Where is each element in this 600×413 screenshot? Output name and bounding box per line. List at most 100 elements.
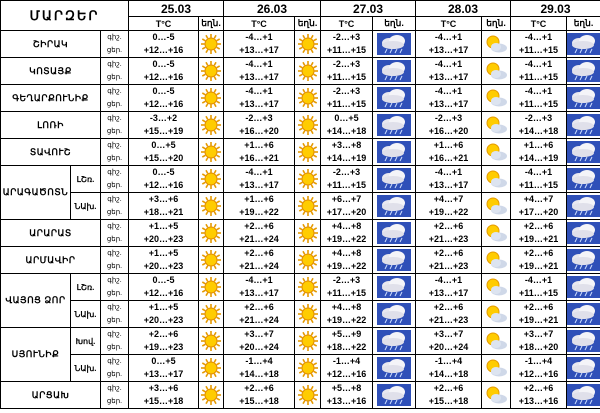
- night-temp: -2…+3: [332, 59, 361, 69]
- sun-icon: [296, 114, 320, 136]
- night-temp: +1…+6: [244, 194, 274, 204]
- temperature-cell: -4…+1 +13…+17: [415, 84, 483, 112]
- weather-cell: [198, 30, 225, 58]
- temperature-cell: -4…+1 +13…+17: [223, 30, 296, 58]
- temperature-cell: -4…+1 +11…+15: [510, 30, 568, 58]
- table-title: ՄԱՐԶԵՐ: [0, 0, 130, 31]
- night-temp: -4…+1: [245, 59, 273, 69]
- temperature-cell: 0…-5 +12…+16: [128, 57, 200, 85]
- period-label: ցեր.: [106, 371, 123, 378]
- temperature-cell: -4…+1 +13…+17: [223, 57, 296, 85]
- cloud-rain-icon: [567, 222, 600, 244]
- weather-cell: [198, 57, 225, 85]
- day-temp: +17…+20: [326, 207, 367, 217]
- weather-cell: [372, 192, 417, 220]
- night-temp: -2…+3: [332, 32, 361, 42]
- region-name: ԿՈՏԱՅՔ: [0, 57, 101, 85]
- day-temp: +12…+16: [143, 288, 184, 298]
- day-temp: +13…+17: [239, 72, 279, 82]
- day-temp: +12…+16: [143, 99, 184, 109]
- weather-cell: [566, 30, 600, 58]
- cloud-rain-icon: [374, 357, 415, 379]
- day-night-label: գիշ. ցեր.: [99, 165, 130, 193]
- temperature-cell: -1…+4 +14…+18: [415, 354, 483, 382]
- partly-cloudy-icon: [483, 196, 510, 216]
- night-temp: -4…+1: [434, 86, 463, 96]
- subregion-name: ԼՇռ.: [70, 165, 101, 193]
- night-temp: +2…+6: [244, 248, 274, 258]
- day-temp: +19…+21: [518, 315, 559, 325]
- temperature-cell: +5…+9 +18…+22: [320, 327, 374, 355]
- partly-cloudy-icon: [483, 331, 510, 351]
- temperature-cell: +2…+6 +21…+24: [223, 300, 296, 328]
- weather-cell: [372, 111, 417, 139]
- weather-cell: [372, 246, 417, 274]
- night-temp: +2…+6: [148, 329, 179, 339]
- region-name: ՎԱՅՈՑ ՁՈՐ: [0, 273, 71, 328]
- sun-icon: [200, 87, 223, 109]
- sun-icon: [200, 249, 223, 271]
- day-night-label: գիշ. ցեր.: [99, 381, 130, 409]
- day-temp: +20…+23: [143, 261, 184, 271]
- weather-cell: [481, 246, 512, 274]
- temp-column-header: T°C: [128, 16, 200, 31]
- temperature-cell: +4…+7 +19…+22: [415, 192, 483, 220]
- sun-icon: [296, 249, 320, 271]
- cloud-rain-icon: [567, 87, 600, 109]
- region-row: ՆԱխ. գիշ. ցեր. 0…+5 +13…+17 -1…+4 +14…+18 -1…+4…: [1, 354, 600, 382]
- cloud-rain-icon: [374, 33, 415, 55]
- region-name: ՍՅՈՒՆԻՔ: [0, 327, 71, 382]
- region-row: ՇԻՐԱԿ գիշ. ցեր. 0…-5 +12…+16 -4…+1 +13…+17 -2…+…: [0, 30, 600, 58]
- period-label: գիշ.: [107, 358, 122, 365]
- weather-column-header: եղն.: [294, 16, 322, 31]
- night-temp: +4…+8: [331, 302, 362, 312]
- partly-cloudy-icon: [483, 250, 510, 270]
- date-header: 27.03: [320, 0, 417, 17]
- night-temp: +1…+5: [148, 221, 179, 231]
- weather-column-header: եղն.: [198, 16, 225, 31]
- cloud-rain-icon: [567, 384, 600, 406]
- sun-icon: [296, 168, 320, 190]
- weather-cell: [566, 327, 600, 355]
- region-row: ԱՐՄԱՎԻՐ գիշ. ցեր. +1…+5 +20…+23 +2…+6 +21…+24 +…: [0, 246, 600, 274]
- region-name: ՇԻՐԱԿ: [0, 30, 101, 58]
- temperature-cell: +2…+6 +21…+24: [223, 246, 296, 274]
- night-temp: +4…+8: [331, 248, 362, 258]
- weather-cell: [481, 57, 512, 85]
- temperature-cell: 0…+5 +15…+20: [128, 138, 200, 166]
- temperature-cell: 0…+5 +14…+18: [320, 111, 374, 139]
- temperature-cell: +2…+6 +21…+23: [415, 300, 483, 328]
- day-temp: +13…+17: [428, 288, 469, 298]
- period-label: ցեր.: [106, 344, 123, 351]
- region-row: ՆԱխ. գիշ. ցեր. +1…+5 +20…+23 +2…+6 +21…+24 +4…+…: [1, 300, 600, 328]
- sun-icon: [296, 195, 320, 217]
- period-label: գիշ.: [107, 115, 122, 122]
- cloud-rain-icon: [374, 87, 415, 109]
- weather-cell: [198, 327, 225, 355]
- day-temp: +21…+23: [428, 261, 469, 271]
- day-temp: +20…+23: [143, 234, 184, 244]
- subregion-name: ՆԱխ.: [70, 300, 101, 328]
- night-temp: 0…-5: [152, 59, 175, 69]
- region-row: ՏԱՎՈՒՇ գիշ. ցեր. 0…+5 +15…+20 +1…+6 +16…+21 +3……: [0, 138, 600, 166]
- night-temp: +4…+7: [433, 194, 464, 204]
- weather-cell: [372, 300, 417, 328]
- cloud-rain-icon: [374, 195, 415, 217]
- weather-cell: [294, 381, 322, 409]
- day-temp: +13…+17: [143, 369, 184, 379]
- temperature-cell: +1…+6 +16…+21: [223, 138, 296, 166]
- cloud-rain-icon: [374, 276, 415, 298]
- weather-cell: [566, 165, 600, 193]
- period-label: գիշ.: [107, 331, 122, 338]
- cloud-rain-icon: [374, 249, 415, 271]
- weather-cell: [372, 84, 417, 112]
- day-temp: +21…+24: [239, 261, 279, 271]
- cloud-rain-icon: [567, 114, 600, 136]
- period-label: գիշ.: [107, 277, 122, 284]
- night-temp: +1…+6: [244, 140, 274, 150]
- day-temp: +17…+20: [518, 207, 559, 217]
- period-label: ցեր.: [106, 209, 123, 216]
- temperature-cell: -2…+3 +11…+15: [320, 84, 374, 112]
- day-temp: +12…+16: [143, 45, 184, 55]
- night-temp: -4…+1: [434, 167, 463, 177]
